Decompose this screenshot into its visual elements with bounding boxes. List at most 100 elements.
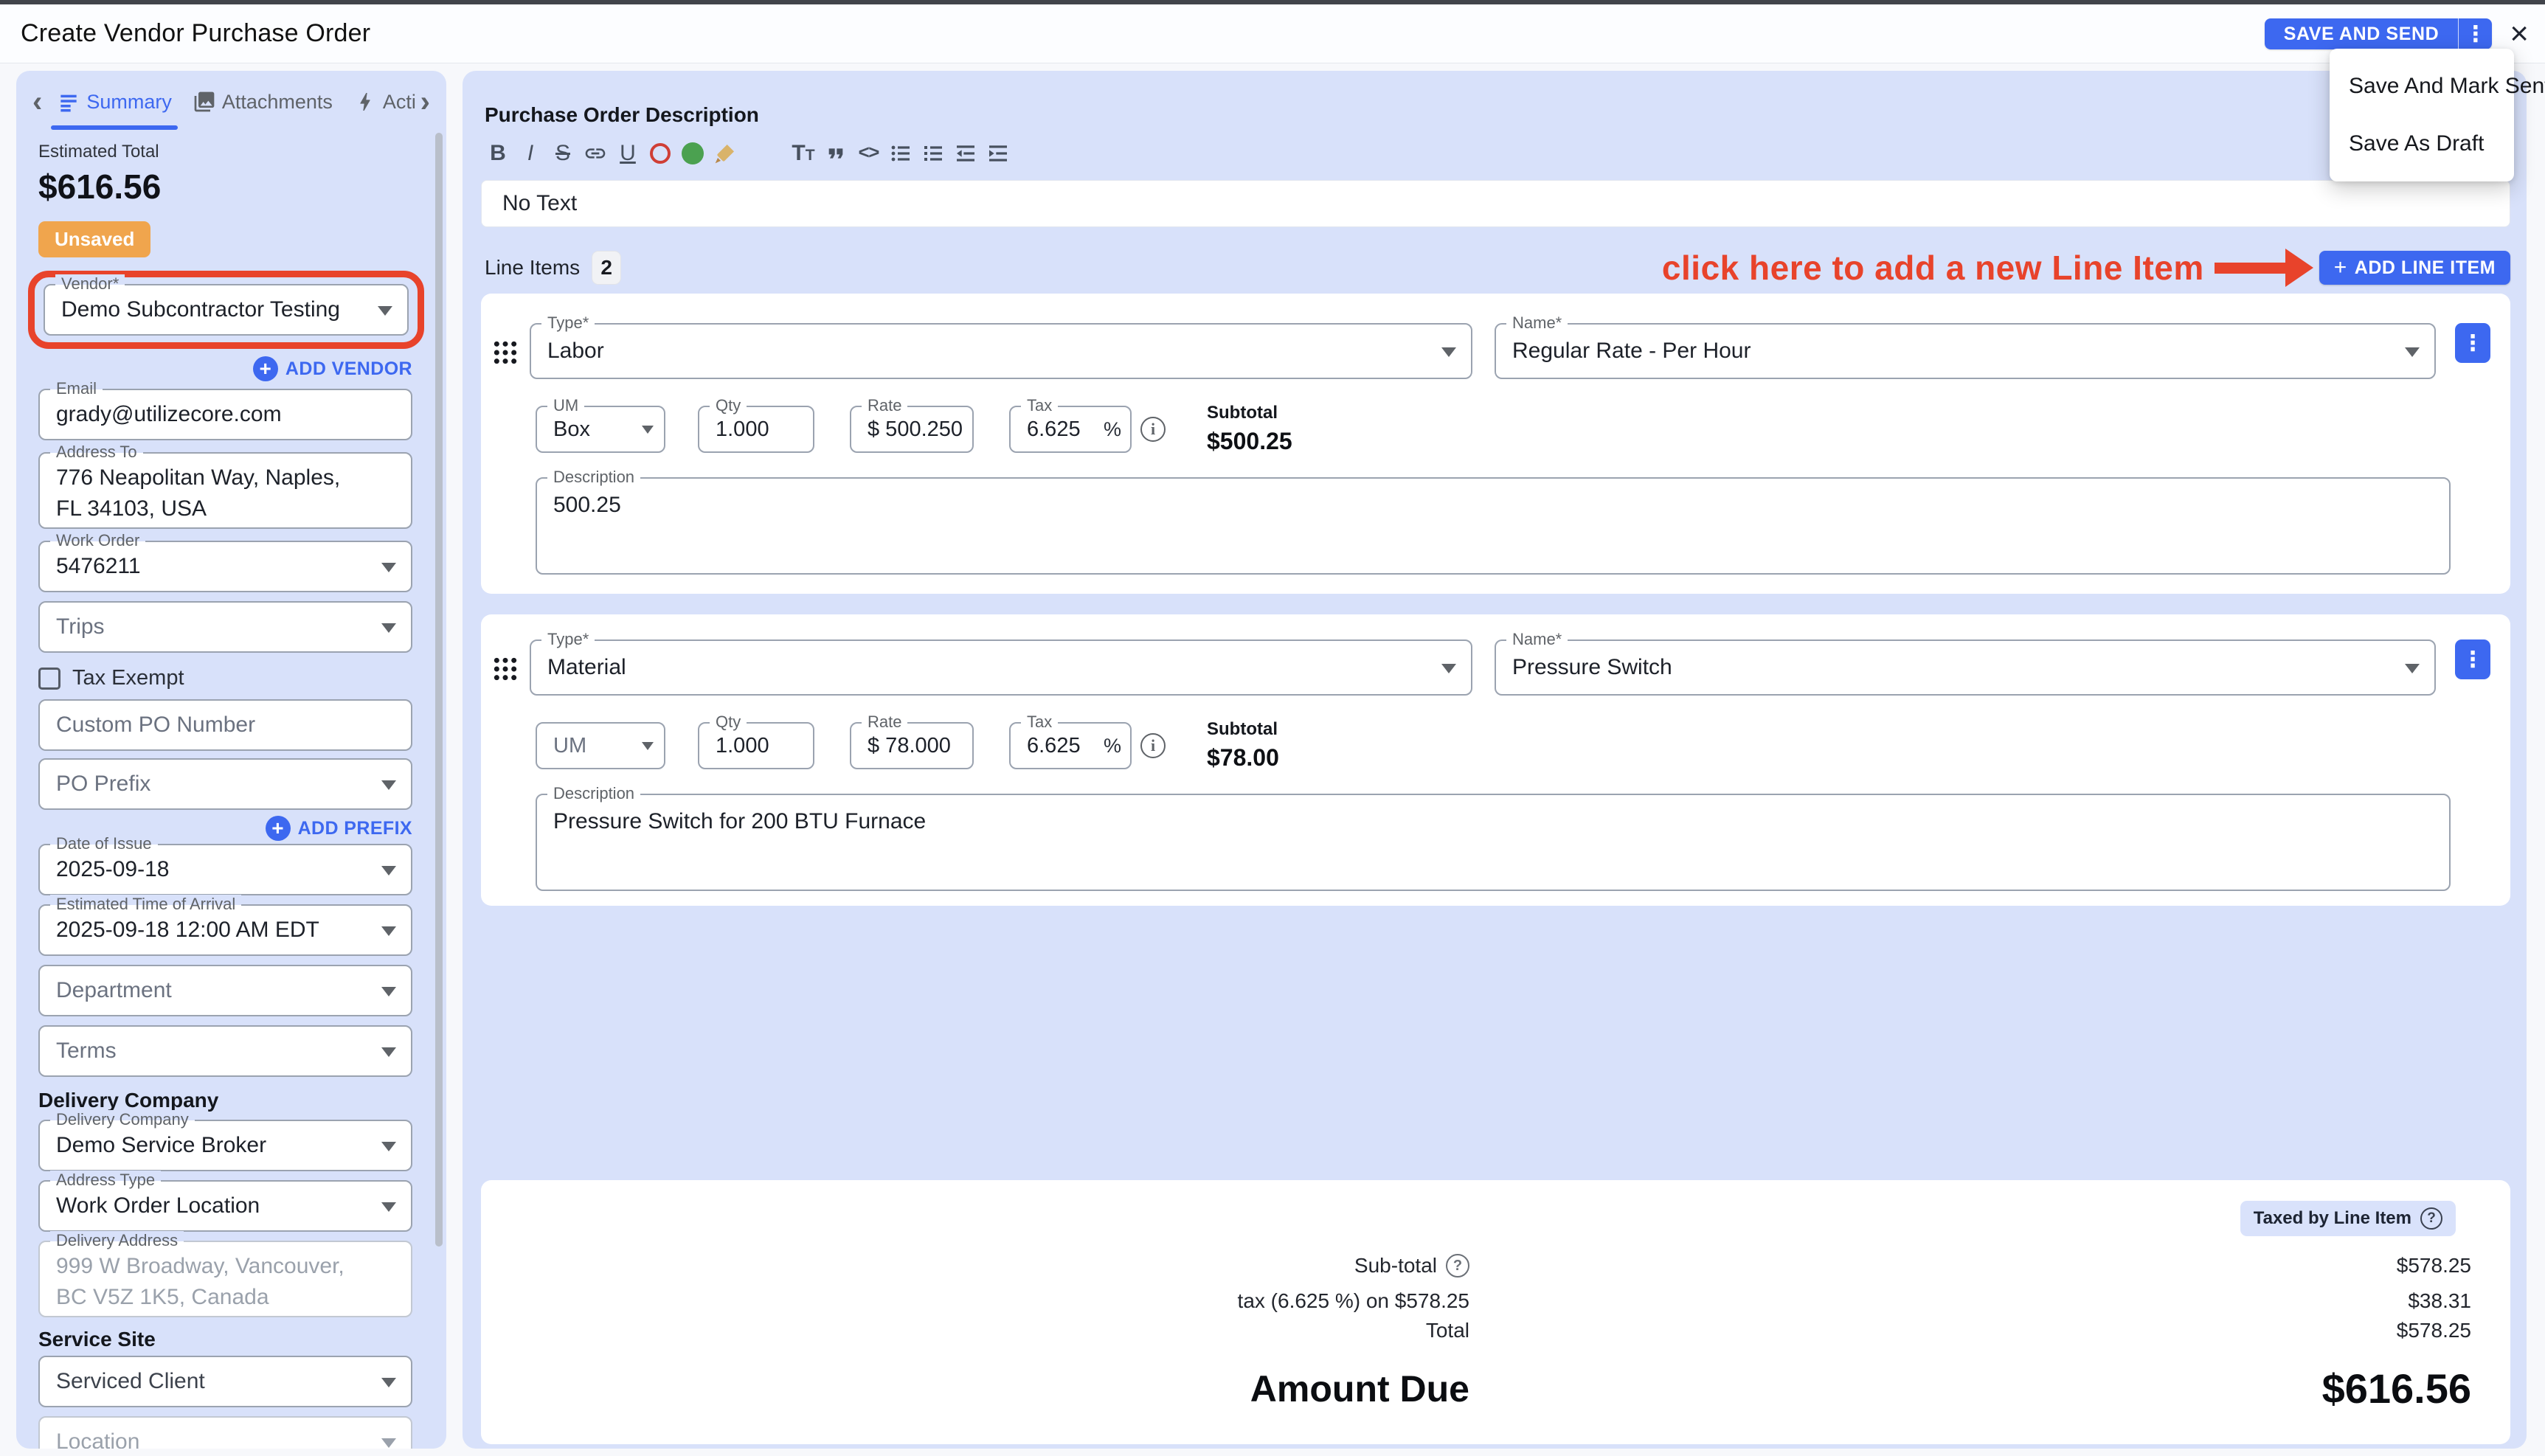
department-select[interactable]: Department [38,965,412,1016]
delivery-company-select[interactable]: Delivery Company Demo Service Broker [38,1110,412,1171]
subtotal-label: Subtotal [1207,403,1278,423]
rate-label: Rate [862,712,908,732]
line-item-name-select[interactable]: Name* Regular Rate - Per Hour [1495,313,2436,379]
line-item-type-select[interactable]: Type* Labor [530,313,1472,379]
subtotal-help-icon[interactable]: ? [1446,1254,1469,1278]
qty-label: Qty [710,712,747,732]
name-label: Name* [1506,630,1568,649]
summary-sidebar: ‹ Summary Attachments Activit › Estimate… [16,71,446,1449]
line-item-description-input[interactable]: Description Pressure Switch for 200 BTU … [536,784,2451,891]
tax-label: Tax [1021,395,1059,415]
line-item-kebab-icon[interactable]: ⋮ [2455,323,2490,363]
indent-icon[interactable] [982,139,1014,168]
bulleted-list-icon[interactable] [884,139,917,168]
terms-placeholder: Terms [56,1039,117,1063]
menu-item-save-as-draft[interactable]: Save As Draft [2349,131,2485,156]
underline-icon[interactable]: U [620,141,636,165]
tax-exempt-checkbox[interactable] [38,667,60,690]
custom-po-number-placeholder: Custom PO Number [56,713,256,737]
um-select[interactable]: UM [536,721,665,769]
fill-color-icon[interactable] [676,139,709,168]
eta-value: 2025-09-18 12:00 AM EDT [56,918,319,942]
drag-handle-icon[interactable] [481,323,530,367]
email-field[interactable]: Email grady@utilizecore.com [38,379,412,440]
close-icon[interactable]: × [2510,15,2529,52]
tab-summary[interactable]: Summary [46,71,182,133]
date-of-issue-label: Date of Issue [50,834,158,853]
department-placeholder: Department [56,978,172,1002]
taxed-by-line-item-chip[interactable]: Taxed by Line Item ? [2240,1201,2456,1236]
tax-input[interactable]: Tax 6.625 % [1009,712,1132,769]
terms-select[interactable]: Terms [38,1025,412,1077]
eta-select[interactable]: Estimated Time of Arrival 2025-09-18 12:… [38,895,412,956]
annotation-text: click here to add a new Line Item [1661,249,2204,287]
line-item-name-select[interactable]: Name* Pressure Switch [1495,630,2436,696]
chevron-down-icon [381,623,396,633]
outdent-icon[interactable] [949,139,982,168]
address-to-field[interactable]: Address To 776 Neapolitan Way, Naples, F… [38,443,412,529]
add-prefix-button[interactable]: + ADD PREFIX [38,816,412,841]
plus-icon: + [2333,255,2347,280]
tab-attachments[interactable]: Attachments [182,71,343,133]
add-line-item-button[interactable]: + ADD LINE ITEM [2319,251,2510,285]
po-description-editor[interactable]: No Text [481,180,2510,227]
save-and-send-button[interactable]: SAVE AND SEND [2264,18,2459,49]
blockquote-icon[interactable] [820,139,852,168]
rate-input[interactable]: Rate $ 78.000 [850,712,974,769]
line-item-type-select[interactable]: Type* Material [530,630,1472,696]
italic-icon[interactable]: I [527,141,534,165]
sidebar-scrollbar[interactable] [435,133,443,1247]
numbered-list-icon[interactable] [917,139,949,168]
trips-select[interactable]: Trips [38,601,412,653]
annotation-arrow [2214,262,2285,274]
menu-item-save-and-mark-sent[interactable]: Save And Mark Sent [2349,74,2545,98]
chevron-down-icon [378,306,392,316]
um-select[interactable]: UM Box [536,395,665,453]
tax-info-icon[interactable]: i [1140,416,1166,442]
chevron-down-icon [381,1378,396,1387]
save-options-kebab-icon[interactable]: ⋮ [2458,18,2493,49]
bold-icon[interactable]: B [490,141,506,165]
tax-label: Tax [1021,712,1059,732]
link-icon[interactable] [579,139,612,168]
sidebar-tabs: ‹ Summary Attachments Activit › [28,71,434,133]
help-icon: ? [2420,1207,2442,1230]
estimated-total-value: $616.56 [38,167,162,206]
vendor-label: Vendor* [55,274,125,294]
date-of-issue-select[interactable]: Date of Issue 2025-09-18 [38,834,412,895]
line-item-description-input[interactable]: Description 500.25 [536,468,2451,575]
po-prefix-select[interactable]: PO Prefix [38,758,412,810]
rate-input[interactable]: Rate $ 500.250 [850,395,974,453]
um-placeholder: UM [553,733,587,758]
vendor-select[interactable]: Vendor* Demo Subcontractor Testing [44,274,409,336]
tabs-scroll-left-icon[interactable]: ‹ [32,86,43,118]
qty-input[interactable]: Qty 1.000 [698,712,814,769]
add-vendor-button[interactable]: + ADD VENDOR [38,356,412,381]
po-prefix-placeholder: PO Prefix [56,772,151,796]
address-type-select[interactable]: Address Type Work Order Location [38,1171,412,1232]
tabs-scroll-right-icon[interactable]: › [420,86,430,118]
font-size-icon[interactable]: TT [792,141,815,165]
custom-po-number-input[interactable]: Custom PO Number [38,699,412,751]
serviced-client-select[interactable]: Serviced Client [38,1356,412,1407]
strikethrough-icon[interactable]: S [555,141,570,165]
tab-activity[interactable]: Activit [343,71,416,133]
tax-info-icon[interactable]: i [1140,732,1166,758]
tab-summary-label: Summary [86,90,172,113]
tax-input[interactable]: Tax 6.625 % [1009,395,1132,453]
email-value: grady@utilizecore.com [56,402,282,426]
taxed-by-line-item-label: Taxed by Line Item [2253,1208,2411,1228]
text-color-icon[interactable] [644,139,676,168]
email-label: Email [50,379,103,398]
qty-input[interactable]: Qty 1.000 [698,395,814,453]
line-item-card-1: Type* Labor Name* Regular Rate - Per Hou… [481,294,2510,594]
chevron-down-icon [381,780,396,790]
subtotal-value: $78.00 [1207,744,1279,771]
subtotal-row-value: $578.25 [2396,1254,2471,1277]
work-order-select[interactable]: Work Order 5476211 [38,531,412,592]
tab-attachments-label: Attachments [221,90,333,113]
line-item-kebab-icon[interactable]: ⋮ [2455,639,2490,679]
drag-handle-icon[interactable] [481,639,530,684]
code-icon[interactable]: <> [858,142,879,164]
highlighter-icon[interactable] [709,139,741,168]
